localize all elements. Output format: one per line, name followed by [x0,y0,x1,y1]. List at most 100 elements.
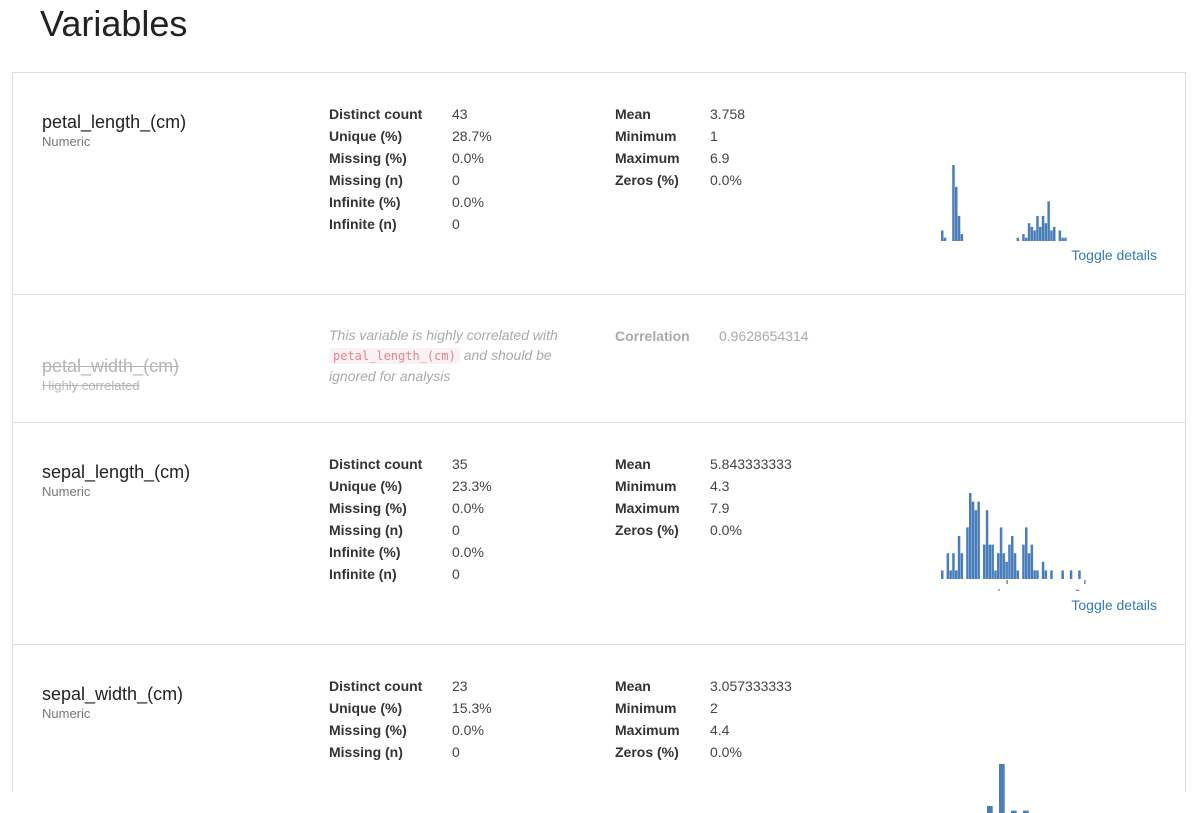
histogram-bar [1027,223,1031,241]
variable-type: Numeric [42,134,91,149]
histogram-bar [1011,536,1014,579]
stat-label: Mean [615,106,651,122]
stat-label: Mean [615,456,651,472]
warning-text: and should be ignored for analysis [329,347,552,384]
stat-row: Missing (n) 0 [329,169,492,191]
stat-label: Zeros (%) [615,744,679,760]
stat-label: Zeros (%) [615,522,679,538]
histogram-bar [1058,230,1062,241]
stat-value: 0 [452,566,460,582]
histogram-bar [999,527,1003,579]
correlation-stat: Correlation 0.9628654314 [615,326,809,346]
histogram-bar [1053,226,1056,241]
warning-text: This variable is highly correlated with [329,327,558,343]
stat-label: Missing (%) [329,722,407,738]
stat-value: 5.843333333 [710,456,792,472]
histogram-bar [946,553,950,579]
stat-label: Infinite (n) [329,566,397,582]
histogram-svg: 68 [941,493,1086,591]
correlation-value: 0.9628654314 [719,328,809,344]
stat-value: 35 [452,456,468,472]
stat-label: Distinct count [329,678,423,694]
histogram-bar [983,544,986,579]
stat-label: Unique (%) [329,700,403,716]
stat-label: Infinite (%) [329,544,401,560]
histogram-bar [1025,527,1028,579]
stat-value: 0.0% [710,522,742,538]
histogram-sepal-width [913,673,1113,813]
histogram-bar [1061,237,1064,241]
histogram-bar [1008,544,1011,579]
histogram-bar [1039,226,1042,241]
stat-row: Distinct count 23 [329,675,492,697]
stat-row: Minimum 1 [615,125,745,147]
stat-row: Zeros (%) 0.0% [615,741,792,763]
variable-name: sepal_width_(cm) [42,684,184,704]
histogram-bar [1022,234,1025,241]
stat-row: Zeros (%) 0.0% [615,519,792,541]
histogram-bar [987,806,993,813]
toggle-details-link[interactable]: Toggle details [1071,247,1157,263]
page-title: Variables [40,3,188,44]
histogram-bar [971,501,975,579]
variable-type: Numeric [42,484,91,499]
histogram-bar [1036,570,1039,579]
stat-row: Distinct count 43 [329,103,492,125]
histogram-bar [955,186,958,241]
stat-value: 15.3% [452,700,492,716]
stat-value: 2 [710,700,718,716]
histogram-bar [1025,237,1028,241]
stat-label: Missing (n) [329,744,403,760]
stat-row: Infinite (%) 0.0% [329,191,492,213]
histogram-bar [1041,215,1045,241]
stat-value: 1 [710,128,718,144]
stat-label: Missing (%) [329,150,407,166]
stat-value: 4.3 [710,478,730,494]
stat-row: Mean 3.758 [615,103,745,125]
histogram-tick-label: 8 [1074,588,1085,591]
variable-row-petal-width: petal_width_(cm) Highly correlated This … [13,295,1185,423]
histogram-bar [1016,570,1020,579]
histogram-bar [1064,237,1067,241]
histogram-bar [1030,226,1034,241]
histogram-bar [997,553,1000,579]
stat-row: Missing (%) 0.0% [329,497,492,519]
histogram-bar [1041,561,1045,579]
stat-row: Infinite (n) 0 [329,213,492,235]
stat-value: 0 [452,216,460,232]
stat-row: Unique (%) 23.3% [329,475,492,497]
histogram-bar [1005,561,1008,579]
histogram-bar [960,234,964,241]
stat-value: 4.4 [710,722,730,738]
histogram-bar [974,510,978,579]
histogram-bar [966,527,969,579]
stat-label: Missing (n) [329,172,403,188]
stat-row: Minimum 2 [615,697,792,719]
histogram-bar [1050,570,1053,579]
stat-row: Missing (%) 0.0% [329,719,492,741]
histogram-bar [1069,570,1073,579]
histogram-bar [1078,570,1081,579]
stats-table-right: Mean 3.758 Minimum 1 Maximum 6.9 Zeros (%) 0… [615,103,745,191]
stat-label: Minimum [615,128,677,144]
stat-label: Minimum [615,700,677,716]
stat-label: Mean [615,678,651,694]
stat-row: Distinct count 35 [329,453,492,475]
stat-label: Missing (%) [329,500,407,516]
histogram-bar [1044,223,1048,241]
stat-value: 6.9 [710,150,730,166]
variable-row-sepal-width: sepal_width_(cm) Numeric Distinct count 2… [13,645,1185,813]
stat-value: 0 [452,172,460,188]
stat-label: Unique (%) [329,128,403,144]
stat-value: 23 [452,678,468,694]
histogram-bar [1036,215,1039,241]
stat-value: 7.9 [710,500,730,516]
histogram-bar [1016,237,1020,241]
stat-label: Maximum [615,150,680,166]
histogram-bar [960,553,964,579]
toggle-details-link[interactable]: Toggle details [1071,597,1157,613]
histogram-svg: 2.55.0 [941,165,1067,241]
histogram-bar [943,237,947,241]
histogram-bar [994,570,997,579]
stat-label: Unique (%) [329,478,403,494]
